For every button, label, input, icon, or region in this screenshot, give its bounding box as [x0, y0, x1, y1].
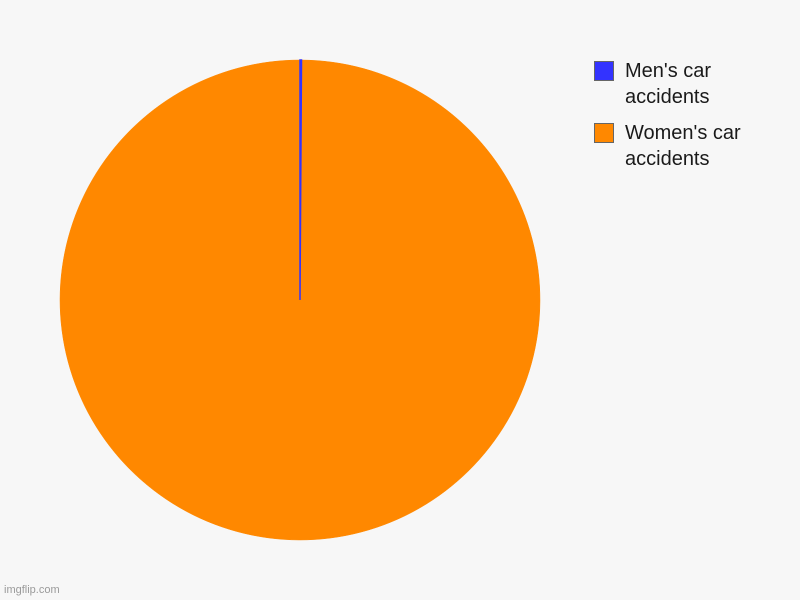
pie-slice-men: [299, 59, 303, 301]
chart-legend: Men's car accidents Women's car accident…: [594, 58, 794, 182]
legend-swatch-men: [594, 61, 614, 81]
legend-item-men: Men's car accidents: [594, 58, 794, 110]
watermark-text: imgflip.com: [4, 584, 60, 596]
legend-label-women: Women's car accidents: [625, 122, 741, 170]
legend-swatch-women: [594, 123, 614, 143]
legend-label-men: Men's car accidents: [625, 60, 712, 108]
legend-item-women: Women's car accidents: [594, 120, 794, 172]
